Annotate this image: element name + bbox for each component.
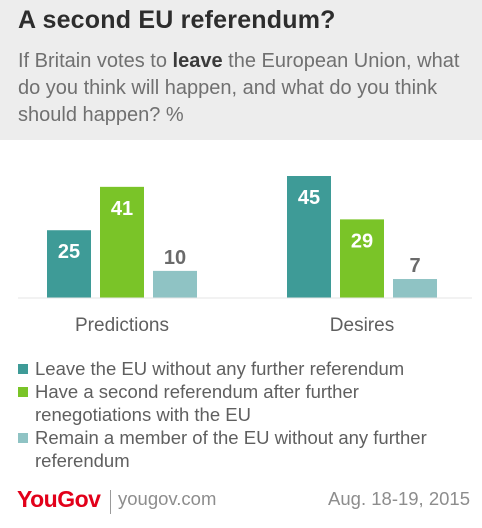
legend: Leave the EU without any further referen…	[18, 357, 478, 472]
legend-swatch	[18, 433, 28, 443]
subtitle-emphasis: leave	[172, 50, 223, 72]
legend-label: Have a second referendum after further r…	[35, 381, 359, 425]
header-band: A second EU referendum? If Britain votes…	[0, 0, 482, 140]
legend-label: Remain a member of the EU without any fu…	[35, 427, 427, 471]
bar-predictions-series-1	[47, 230, 91, 298]
data-label-desires-series-3: 7	[409, 255, 420, 277]
legend-swatch	[18, 364, 28, 374]
data-label-predictions-series-3: 10	[164, 247, 186, 269]
legend-item-2: Have a second referendum after further r…	[18, 380, 478, 426]
survey-date: Aug. 18-19, 2015	[328, 488, 470, 509]
bar-desires-series-2	[340, 219, 384, 298]
subtitle-text-end: the European Union, what do you think wi…	[18, 50, 460, 126]
data-label-predictions-series-2: 41	[111, 198, 133, 220]
subtitle-text-start: If Britain votes to	[18, 50, 173, 72]
legend-item-3: Remain a member of the EU without any fu…	[18, 426, 478, 472]
footer-divider	[110, 490, 111, 514]
data-label-desires-series-1: 45	[298, 187, 320, 209]
legend-swatch	[18, 387, 28, 397]
bar-predictions-series-2	[100, 186, 144, 298]
legend-label: Leave the EU without any further referen…	[35, 358, 405, 379]
category-label-desires: Desires	[330, 315, 394, 336]
chart-subtitle: If Britain votes to leave the European U…	[18, 48, 473, 129]
bar-predictions-series-3	[153, 270, 197, 298]
bar-desires-series-1	[287, 176, 331, 298]
legend-item-1: Leave the EU without any further referen…	[18, 357, 478, 380]
bar-desires-series-3	[393, 279, 437, 298]
yougov-logo: YouGov	[17, 486, 101, 512]
site-url: yougov.com	[118, 488, 217, 509]
category-label-predictions: Predictions	[75, 315, 169, 336]
data-label-desires-series-2: 29	[351, 230, 373, 252]
data-label-predictions-series-1: 25	[58, 241, 80, 263]
footer: YouGov yougov.com Aug. 18-19, 2015	[0, 484, 482, 520]
bar-chart: 25 41 10 Predictions 45 29 7 Desires	[18, 176, 472, 336]
chart-title: A second EU referendum?	[18, 6, 336, 34]
